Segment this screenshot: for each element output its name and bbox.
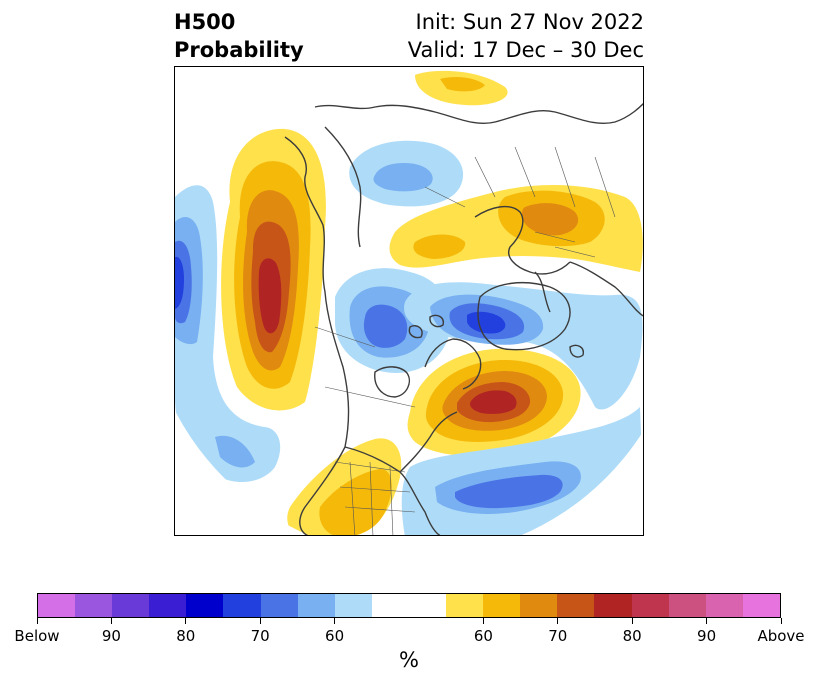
colorbar-tick xyxy=(557,618,559,624)
colorbar-segment xyxy=(149,594,187,617)
colorbar-segment xyxy=(38,594,76,617)
coastlines xyxy=(284,102,643,535)
anomaly-below-west-pacific xyxy=(175,185,281,482)
colorbar-tick xyxy=(110,618,112,624)
colorbar-tick xyxy=(482,618,484,624)
colorbar-segment xyxy=(297,594,335,617)
colorbar-tick xyxy=(706,618,708,624)
colorbar-segment xyxy=(668,594,706,617)
colorbar-unit-label: % xyxy=(399,648,419,672)
anomaly-below-siberia xyxy=(349,140,464,207)
colorbar-segment xyxy=(408,594,447,617)
title-block-left: H500 Probability xyxy=(174,8,304,64)
title-block-right: Init: Sun 27 Nov 2022 Valid: 17 Dec – 30… xyxy=(408,8,644,64)
colorbar-tick-label: 90 xyxy=(101,627,121,645)
colorbar-tick-label: 60 xyxy=(473,627,493,645)
colorbar-tick-label: 90 xyxy=(697,627,717,645)
colorbar-segment xyxy=(631,594,669,617)
colorbar-tick xyxy=(780,618,782,624)
anomaly-above-gulf-of-alaska xyxy=(221,128,326,411)
chart-subtitle: Probability xyxy=(174,38,304,62)
valid-range: Valid: 17 Dec – 30 Dec xyxy=(407,38,644,62)
colorbar-segment xyxy=(186,594,224,617)
colorbar-tick-label: 80 xyxy=(622,627,642,645)
colorbar-segment xyxy=(334,594,372,617)
colorbar-segment xyxy=(483,594,521,617)
colorbar-segment xyxy=(520,594,558,617)
map-panel xyxy=(174,66,644,536)
colorbar xyxy=(37,593,781,618)
anomaly-below-greenland xyxy=(404,282,643,410)
colorbar-segment xyxy=(112,594,150,617)
colorbar-segment xyxy=(260,594,298,617)
colorbar-segment xyxy=(557,594,595,617)
colorbar-tick xyxy=(259,618,261,624)
colorbar-tick-label: 70 xyxy=(250,627,270,645)
colorbar-segment xyxy=(705,594,743,617)
colorbar-tick xyxy=(631,618,633,624)
colorbar-segment xyxy=(594,594,632,617)
colorbar-tick-label: Below xyxy=(14,627,60,645)
colorbar-segment xyxy=(446,594,484,617)
colorbar-segment xyxy=(371,594,409,617)
colorbar-tick xyxy=(334,618,336,624)
political-borders xyxy=(314,146,616,535)
colorbar-tick-label: Above xyxy=(757,627,805,645)
colorbar-tick xyxy=(185,618,187,624)
colorbar-segment xyxy=(223,594,261,617)
colorbar-tick-label: 60 xyxy=(325,627,345,645)
anomaly-above-southwest-us xyxy=(287,438,402,535)
colorbar-segment xyxy=(75,594,113,617)
colorbar-segment xyxy=(742,594,780,617)
polar-map xyxy=(175,70,643,535)
colorbar-tick-label: 80 xyxy=(176,627,196,645)
init-date: Init: Sun 27 Nov 2022 xyxy=(415,10,644,34)
colorbar-tick xyxy=(36,618,38,624)
anomaly-above-western-russia xyxy=(389,70,643,272)
chart-title: H500 xyxy=(174,10,236,34)
colorbar-tick-label: 70 xyxy=(548,627,568,645)
anomaly-above-north-atlantic xyxy=(407,348,581,456)
